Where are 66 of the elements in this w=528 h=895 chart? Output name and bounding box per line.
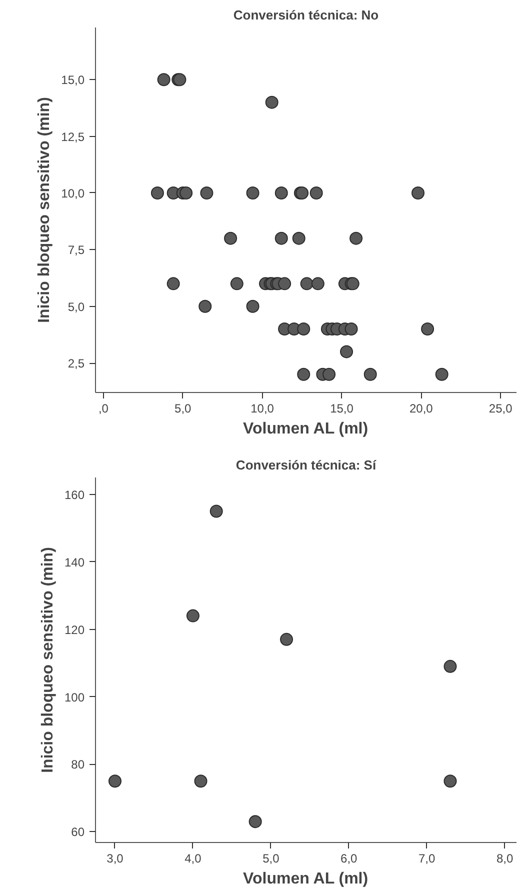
point <box>150 186 164 200</box>
point <box>412 186 424 200</box>
x-tick-label: 20,0 <box>410 402 434 416</box>
y-tick-label: 2,5 <box>68 356 85 371</box>
point <box>200 186 214 200</box>
x-tick-label: 6,0 <box>340 852 358 866</box>
x-tick-label: 4,0 <box>184 852 202 866</box>
x-tick-label: 5,0 <box>262 852 280 866</box>
y-tick-label: 140 <box>64 555 85 570</box>
point <box>246 186 260 200</box>
point <box>444 774 457 788</box>
y-tick-label: 160 <box>64 488 85 502</box>
point <box>194 774 208 788</box>
chart-title: Conversión técnica: Sí <box>236 458 376 472</box>
point <box>322 368 336 381</box>
y-tick-label: 10,0 <box>61 186 85 200</box>
point <box>435 368 448 381</box>
point <box>340 345 354 358</box>
chart-title: Conversión técnica: No <box>233 8 379 22</box>
y-axis-title: Inicio bloqueo sensitivo (min) <box>36 97 54 323</box>
x-tick-label: 5,0 <box>174 402 192 416</box>
point <box>246 300 260 313</box>
x-tick-label: 7,0 <box>418 852 436 866</box>
point <box>297 368 310 381</box>
x-tick-label: 8,0 <box>496 852 514 866</box>
x-tick-label: 15,0 <box>330 402 354 416</box>
y-tick-label: 80 <box>71 758 85 772</box>
point <box>300 277 314 290</box>
x-tick-label: 3,0 <box>106 852 124 866</box>
point <box>292 232 306 245</box>
point <box>108 774 122 788</box>
point <box>364 368 377 381</box>
point <box>310 186 323 200</box>
point <box>166 277 180 290</box>
point <box>280 632 294 646</box>
x-tick-label: ,0 <box>98 402 109 416</box>
point <box>274 186 288 200</box>
y-tick-label: 12,5 <box>61 130 85 144</box>
point <box>224 232 238 245</box>
point <box>297 322 310 336</box>
y-tick-label: 15,0 <box>61 73 85 88</box>
y-tick-label: 7,5 <box>68 243 85 258</box>
y-tick-label: 5,0 <box>68 300 85 314</box>
point <box>311 277 324 290</box>
x-tick-label: 25,0 <box>488 402 513 416</box>
point <box>278 277 292 290</box>
point <box>198 300 212 313</box>
point <box>180 186 193 200</box>
point <box>157 73 170 86</box>
point <box>274 232 288 245</box>
x-tick-label: 10,0 <box>250 402 274 416</box>
y-tick-label: 60 <box>71 825 85 840</box>
x-axis-title: Volumen AL (ml) <box>243 420 368 438</box>
y-axis-title: Inicio bloqueo sensitivo (min) <box>39 547 56 773</box>
point <box>210 504 223 518</box>
point <box>248 815 262 828</box>
point <box>344 322 358 336</box>
point <box>350 232 363 245</box>
point <box>186 609 200 622</box>
point <box>230 277 244 290</box>
point <box>421 322 434 336</box>
point <box>444 660 457 673</box>
y-tick-label: 120 <box>64 622 85 637</box>
point <box>265 96 278 109</box>
y-tick-label: 100 <box>64 690 85 704</box>
x-axis-title: Volumen AL (ml) <box>243 870 368 888</box>
